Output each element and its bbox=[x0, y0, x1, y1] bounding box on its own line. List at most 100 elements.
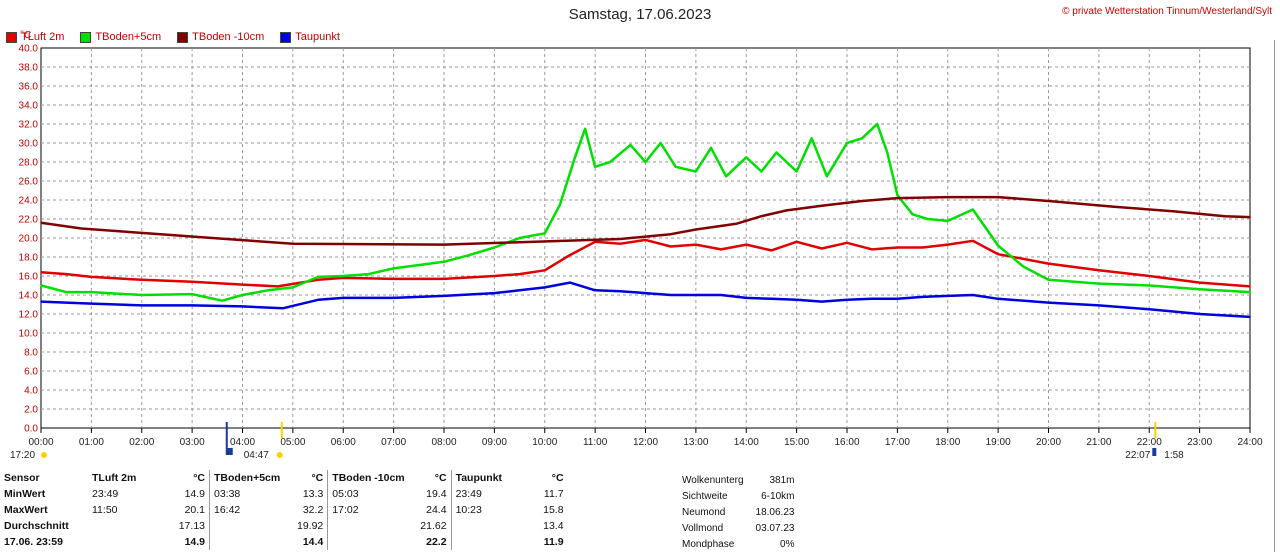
data-point bbox=[40, 271, 42, 274]
stats-cell: 10:23 bbox=[450, 502, 535, 518]
data-point bbox=[946, 196, 949, 198]
data-point bbox=[896, 194, 899, 197]
stats-cell: 05:03 bbox=[327, 486, 417, 502]
data-point bbox=[317, 276, 319, 278]
data-point bbox=[40, 222, 42, 224]
legend-label: TBoden+5cm bbox=[95, 31, 162, 43]
data-point bbox=[921, 246, 924, 249]
data-point bbox=[946, 220, 949, 222]
stats-cell bbox=[450, 534, 535, 550]
copyright-notice: © private Wetterstation Tinnum/Westerlan… bbox=[1062, 6, 1272, 17]
data-point bbox=[317, 298, 319, 301]
data-point bbox=[1198, 281, 1201, 284]
data-point bbox=[1249, 216, 1251, 218]
stats-cell bbox=[450, 518, 535, 534]
data-point bbox=[659, 142, 662, 144]
data-point bbox=[1249, 291, 1251, 293]
moonset-time: 1:58 bbox=[1164, 450, 1184, 461]
data-point bbox=[211, 237, 214, 239]
y-tick-label: 32.0 bbox=[19, 120, 39, 131]
stats-row-avg: Durchschnitt 17.13 19.92 21.62 13.4 bbox=[0, 518, 568, 534]
data-point bbox=[946, 243, 949, 246]
data-point bbox=[191, 293, 193, 295]
legend-label: TLuft 2m bbox=[21, 31, 65, 43]
y-tick-label: 8.0 bbox=[24, 348, 38, 359]
data-point bbox=[65, 291, 67, 293]
stats-cell: 20.1 bbox=[184, 504, 205, 516]
data-point bbox=[594, 165, 596, 168]
chart-series bbox=[40, 122, 1251, 319]
data-point bbox=[518, 273, 521, 275]
data-point bbox=[559, 203, 561, 206]
data-point bbox=[292, 242, 294, 245]
chart-grid bbox=[40, 47, 1251, 429]
stats-cell: 11:50 bbox=[92, 504, 118, 516]
stats-row-current: 17.06. 23:59 14.9 14.4 22.2 11.9 bbox=[0, 534, 568, 550]
data-point bbox=[1198, 313, 1201, 315]
stats-header-cell: °C bbox=[434, 472, 447, 484]
data-point bbox=[997, 196, 999, 198]
data-point bbox=[1098, 304, 1100, 307]
y-axis-label: °C bbox=[20, 30, 31, 41]
sunrise-time: 04:47 bbox=[244, 450, 269, 461]
data-point bbox=[1022, 265, 1025, 268]
data-point bbox=[795, 298, 798, 301]
stats-cell: 14.4 bbox=[302, 536, 324, 548]
info-value: 381m bbox=[769, 474, 795, 486]
stats-cell bbox=[209, 534, 293, 550]
stats-row-label: Durchschnitt bbox=[4, 520, 69, 532]
data-point bbox=[669, 233, 672, 235]
legend-item-tboden5: TBoden+5cm bbox=[80, 31, 161, 43]
info-label: Vollmond bbox=[682, 522, 724, 534]
data-point bbox=[926, 218, 929, 220]
legend-swatch bbox=[80, 31, 92, 43]
y-tick-label: 20.0 bbox=[19, 234, 39, 245]
y-tick-label: 26.0 bbox=[19, 177, 39, 188]
stats-header-cell: TBoden+5cm bbox=[209, 470, 293, 486]
data-point bbox=[90, 276, 93, 278]
y-tick-label: 34.0 bbox=[19, 101, 39, 112]
data-point bbox=[725, 175, 727, 178]
data-point bbox=[775, 151, 778, 154]
x-tick-label: 02:00 bbox=[129, 437, 154, 448]
stats-header-cell: °C bbox=[311, 472, 324, 484]
data-point bbox=[770, 298, 773, 300]
data-point bbox=[745, 156, 748, 159]
info-label: Neumond bbox=[682, 506, 726, 518]
data-point bbox=[760, 215, 763, 217]
info-value: 6-10km bbox=[761, 490, 795, 502]
data-point bbox=[1047, 301, 1050, 304]
stats-cell: 21.62 bbox=[420, 520, 447, 532]
data-point bbox=[493, 275, 496, 277]
stats-row-label: MinWert bbox=[4, 488, 46, 500]
data-point bbox=[644, 292, 647, 294]
x-tick-label: 01:00 bbox=[79, 437, 104, 448]
data-point bbox=[241, 305, 244, 308]
data-point bbox=[896, 298, 899, 300]
y-tick-label: 14.0 bbox=[19, 291, 39, 302]
y-tick-label: 4.0 bbox=[24, 386, 38, 397]
data-point bbox=[276, 285, 279, 288]
data-point bbox=[90, 302, 93, 305]
x-tick-label: 03:00 bbox=[180, 437, 205, 448]
x-tick-label: 19:00 bbox=[986, 437, 1011, 448]
info-label: Wolkenunterg bbox=[682, 474, 744, 486]
data-point bbox=[342, 275, 345, 277]
stats-header-row: Sensor TLuft 2m °C TBoden+5cm °C TBoden … bbox=[0, 470, 568, 486]
info-value: 03.07.23 bbox=[755, 522, 795, 534]
data-point bbox=[972, 294, 974, 296]
data-point bbox=[720, 294, 722, 296]
stats-cell: 19.4 bbox=[426, 488, 447, 500]
data-point bbox=[518, 289, 521, 292]
data-point bbox=[795, 241, 798, 243]
scroll-edge bbox=[1274, 40, 1280, 552]
x-tick-label: 05:00 bbox=[280, 437, 305, 448]
x-tick-label: 09:00 bbox=[482, 437, 507, 448]
data-point bbox=[669, 245, 672, 248]
data-point bbox=[292, 286, 294, 289]
data-point bbox=[543, 286, 546, 289]
legend-item-taupunkt: Taupunkt bbox=[280, 31, 340, 43]
y-tick-label: 12.0 bbox=[19, 310, 39, 321]
y-tick-label: 6.0 bbox=[24, 367, 38, 378]
stats-cell: 23:49 bbox=[92, 488, 119, 500]
